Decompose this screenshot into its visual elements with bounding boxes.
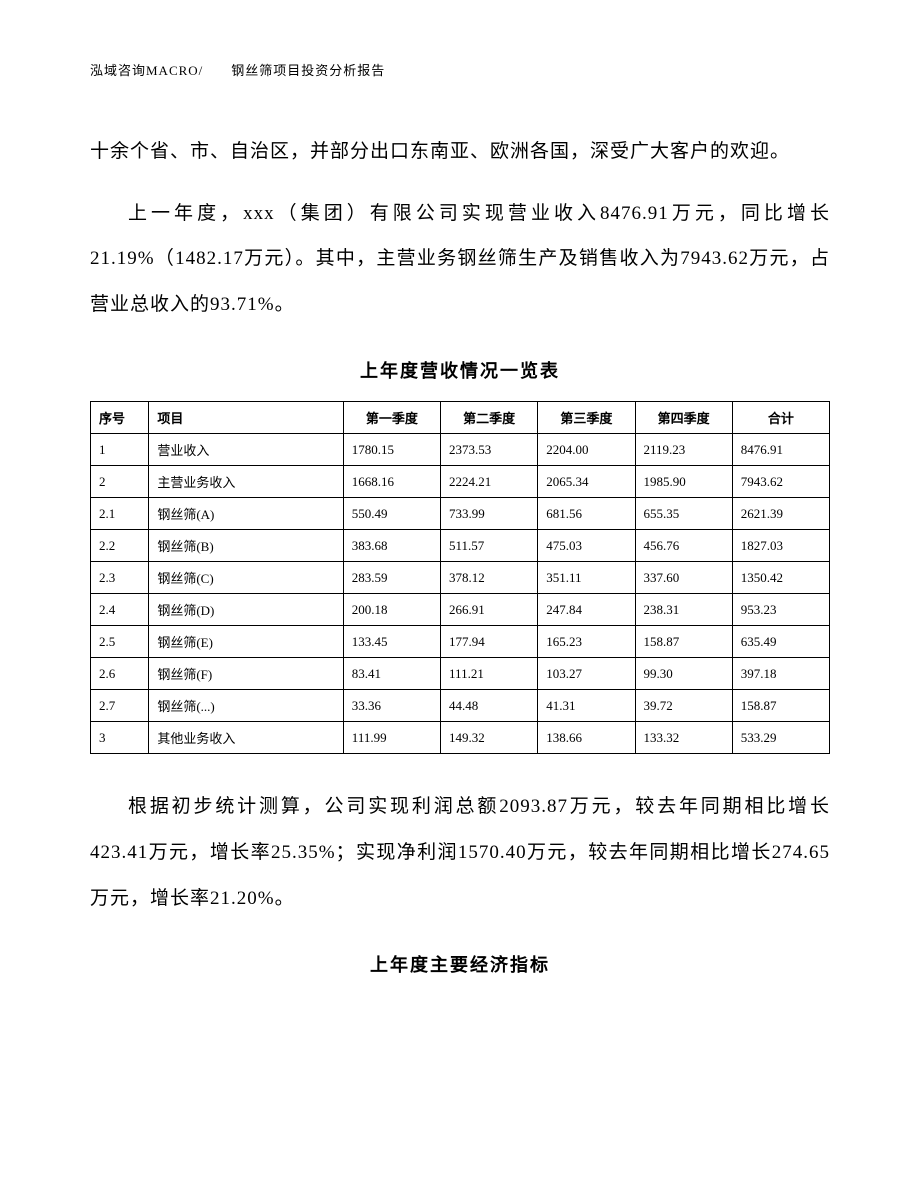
th-q3: 第三季度: [538, 402, 635, 434]
cell-q1: 1780.15: [343, 434, 440, 466]
cell-total: 158.87: [732, 690, 829, 722]
cell-total: 953.23: [732, 594, 829, 626]
cell-q4: 133.32: [635, 722, 732, 754]
cell-q4: 39.72: [635, 690, 732, 722]
cell-total: 1350.42: [732, 562, 829, 594]
cell-q3: 681.56: [538, 498, 635, 530]
cell-q4: 655.35: [635, 498, 732, 530]
table-body: 1 营业收入 1780.15 2373.53 2204.00 2119.23 8…: [91, 434, 830, 754]
th-total: 合计: [732, 402, 829, 434]
cell-q2: 2373.53: [441, 434, 538, 466]
table-row: 2.6 钢丝筛(F) 83.41 111.21 103.27 99.30 397…: [91, 658, 830, 690]
cell-seq: 2.2: [91, 530, 149, 562]
cell-q3: 475.03: [538, 530, 635, 562]
cell-q2: 2224.21: [441, 466, 538, 498]
cell-item: 钢丝筛(F): [149, 658, 343, 690]
cell-q2: 378.12: [441, 562, 538, 594]
table-header-row: 序号 项目 第一季度 第二季度 第三季度 第四季度 合计: [91, 402, 830, 434]
cell-item: 营业收入: [149, 434, 343, 466]
paragraph-3: 根据初步统计测算，公司实现利润总额2093.87万元，较去年同期相比增长423.…: [90, 784, 830, 921]
cell-seq: 2.1: [91, 498, 149, 530]
cell-q4: 238.31: [635, 594, 732, 626]
cell-item: 钢丝筛(D): [149, 594, 343, 626]
cell-total: 533.29: [732, 722, 829, 754]
table1-title: 上年度营收情况一览表: [90, 357, 830, 383]
cell-seq: 2.5: [91, 626, 149, 658]
cell-seq: 2.7: [91, 690, 149, 722]
cell-q1: 33.36: [343, 690, 440, 722]
paragraph-2: 上一年度，xxx（集团）有限公司实现营业收入8476.91万元，同比增长21.1…: [90, 191, 830, 328]
cell-q3: 2204.00: [538, 434, 635, 466]
cell-q4: 2119.23: [635, 434, 732, 466]
cell-q2: 111.21: [441, 658, 538, 690]
cell-q2: 511.57: [441, 530, 538, 562]
table-row: 3 其他业务收入 111.99 149.32 138.66 133.32 533…: [91, 722, 830, 754]
cell-q3: 41.31: [538, 690, 635, 722]
cell-q3: 138.66: [538, 722, 635, 754]
cell-q3: 247.84: [538, 594, 635, 626]
cell-q1: 200.18: [343, 594, 440, 626]
cell-item: 钢丝筛(A): [149, 498, 343, 530]
cell-total: 7943.62: [732, 466, 829, 498]
th-item: 项目: [149, 402, 343, 434]
cell-q1: 283.59: [343, 562, 440, 594]
cell-seq: 2.6: [91, 658, 149, 690]
cell-q3: 351.11: [538, 562, 635, 594]
cell-seq: 1: [91, 434, 149, 466]
cell-q4: 99.30: [635, 658, 732, 690]
table-row: 2 主营业务收入 1668.16 2224.21 2065.34 1985.90…: [91, 466, 830, 498]
cell-q1: 83.41: [343, 658, 440, 690]
cell-q4: 1985.90: [635, 466, 732, 498]
cell-seq: 2: [91, 466, 149, 498]
cell-total: 635.49: [732, 626, 829, 658]
cell-q2: 149.32: [441, 722, 538, 754]
cell-seq: 2.4: [91, 594, 149, 626]
table2-title: 上年度主要经济指标: [90, 951, 830, 977]
cell-item: 钢丝筛(C): [149, 562, 343, 594]
th-seq: 序号: [91, 402, 149, 434]
cell-q1: 383.68: [343, 530, 440, 562]
table-row: 1 营业收入 1780.15 2373.53 2204.00 2119.23 8…: [91, 434, 830, 466]
cell-item: 钢丝筛(E): [149, 626, 343, 658]
page-header: 泓域咨询MACRO/ 钢丝筛项目投资分析报告: [90, 60, 830, 79]
cell-q4: 456.76: [635, 530, 732, 562]
cell-q1: 550.49: [343, 498, 440, 530]
cell-q1: 1668.16: [343, 466, 440, 498]
cell-q4: 158.87: [635, 626, 732, 658]
cell-item: 其他业务收入: [149, 722, 343, 754]
table-row: 2.3 钢丝筛(C) 283.59 378.12 351.11 337.60 1…: [91, 562, 830, 594]
th-q4: 第四季度: [635, 402, 732, 434]
cell-total: 2621.39: [732, 498, 829, 530]
cell-q2: 177.94: [441, 626, 538, 658]
table-row: 2.5 钢丝筛(E) 133.45 177.94 165.23 158.87 6…: [91, 626, 830, 658]
cell-item: 钢丝筛(...): [149, 690, 343, 722]
cell-q3: 165.23: [538, 626, 635, 658]
cell-seq: 2.3: [91, 562, 149, 594]
table-row: 2.4 钢丝筛(D) 200.18 266.91 247.84 238.31 9…: [91, 594, 830, 626]
th-q2: 第二季度: [441, 402, 538, 434]
revenue-table: 序号 项目 第一季度 第二季度 第三季度 第四季度 合计 1 营业收入 1780…: [90, 401, 830, 754]
th-q1: 第一季度: [343, 402, 440, 434]
cell-seq: 3: [91, 722, 149, 754]
cell-q3: 103.27: [538, 658, 635, 690]
cell-item: 钢丝筛(B): [149, 530, 343, 562]
cell-item: 主营业务收入: [149, 466, 343, 498]
cell-q2: 266.91: [441, 594, 538, 626]
cell-q2: 733.99: [441, 498, 538, 530]
cell-q4: 337.60: [635, 562, 732, 594]
cell-total: 8476.91: [732, 434, 829, 466]
table-row: 2.2 钢丝筛(B) 383.68 511.57 475.03 456.76 1…: [91, 530, 830, 562]
cell-total: 1827.03: [732, 530, 829, 562]
table-row: 2.1 钢丝筛(A) 550.49 733.99 681.56 655.35 2…: [91, 498, 830, 530]
cell-total: 397.18: [732, 658, 829, 690]
cell-q2: 44.48: [441, 690, 538, 722]
table-row: 2.7 钢丝筛(...) 33.36 44.48 41.31 39.72 158…: [91, 690, 830, 722]
cell-q1: 111.99: [343, 722, 440, 754]
paragraph-1: 十余个省、市、自治区，并部分出口东南亚、欧洲各国，深受广大客户的欢迎。: [90, 129, 830, 175]
cell-q1: 133.45: [343, 626, 440, 658]
cell-q3: 2065.34: [538, 466, 635, 498]
